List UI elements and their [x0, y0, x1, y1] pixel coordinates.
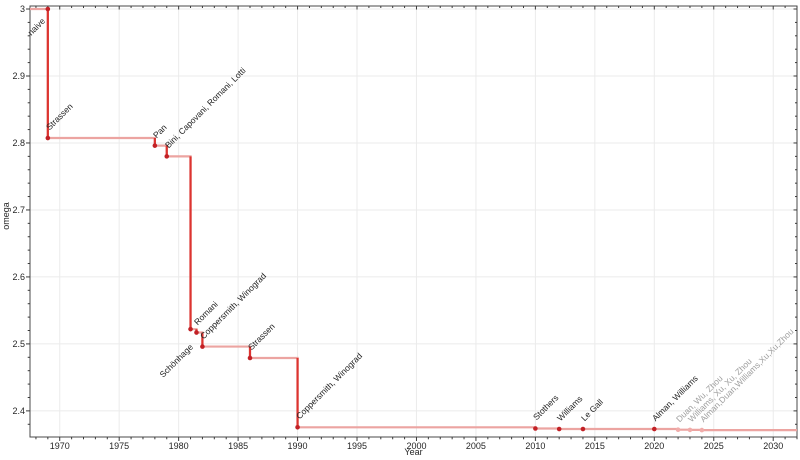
data-point-marker: [652, 426, 657, 432]
data-point-marker: [699, 427, 705, 433]
omega-step-line: [30, 7, 797, 432]
x-tick-label: 2000: [406, 441, 427, 451]
y-axis-title: omega: [1, 202, 11, 230]
data-point-marker: [45, 6, 51, 12]
y-tick-label: 2.7: [12, 204, 25, 215]
x-tick-label: 2015: [584, 441, 605, 451]
x-tick-label: 2020: [644, 441, 665, 451]
data-point-marker: [152, 143, 158, 148]
data-point-marker: [194, 330, 199, 335]
data-point-marker: [45, 135, 51, 141]
x-tick-label: 1995: [346, 441, 368, 451]
data-point-marker: [580, 426, 586, 432]
y-tick-label: 2.5: [12, 338, 25, 349]
x-tick-label: 2010: [525, 441, 546, 451]
x-tick-label: 1980: [168, 441, 189, 451]
y-tick-label: 2.8: [12, 137, 25, 148]
data-point-marker: [675, 427, 681, 432]
data-point-marker: [164, 154, 170, 159]
axes-spines: [29, 5, 798, 438]
x-tick-label: 2005: [465, 441, 486, 451]
y-tick-label: 2.4: [12, 405, 25, 416]
x-tick-label: 2030: [763, 441, 784, 451]
x-tick-label: 1985: [228, 441, 249, 451]
data-point-marker: [200, 344, 205, 349]
y-tick-label: 2.9: [12, 70, 25, 81]
x-tick-label: 1975: [109, 441, 130, 451]
x-tick-label: 1970: [49, 441, 70, 451]
data-point-marker: [556, 426, 562, 432]
data-point-marker: [188, 326, 193, 332]
data-point-marker: [247, 355, 253, 361]
x-tick-label: 2025: [703, 441, 724, 451]
y-tick-label: 2.6: [12, 271, 25, 282]
y-tick-label: 3: [19, 4, 25, 14]
data-point-marker: [687, 427, 693, 433]
data-point-marker: [295, 424, 300, 430]
x-axis-title: Year: [404, 447, 423, 457]
data-point-marker: [533, 426, 538, 431]
x-tick-label: 1990: [287, 441, 308, 451]
